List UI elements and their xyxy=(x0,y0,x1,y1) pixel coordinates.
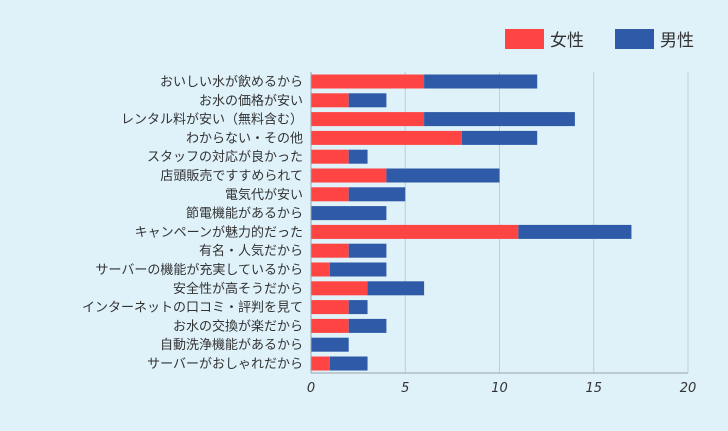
bar-segment-male xyxy=(311,337,349,352)
bar-segment-male xyxy=(518,224,632,239)
category-label: お水の交換が楽だから xyxy=(173,318,303,334)
legend-swatch xyxy=(505,29,544,49)
category-label: サーバーがおしゃれだから xyxy=(147,357,303,372)
bar-segment-female xyxy=(311,130,462,145)
bar-segment-female xyxy=(311,224,519,239)
category-label: お水の価格が安い xyxy=(199,93,303,109)
category-label: 節電機能があるから xyxy=(186,207,303,222)
x-tick-label: 0 xyxy=(307,381,315,396)
category-label: 電気代が安い xyxy=(225,187,303,203)
axes xyxy=(310,72,688,374)
bar-segment-male xyxy=(461,130,538,145)
bar-segment-male xyxy=(311,206,387,221)
bar-segment-male xyxy=(348,149,368,164)
bar-segment-female xyxy=(311,168,387,183)
category-label: 店頭販売ですすめられて xyxy=(160,168,303,184)
x-tick-label: 15 xyxy=(585,381,602,396)
bar-segment-male xyxy=(367,281,425,296)
bars xyxy=(311,74,632,371)
category-label: インターネットの口コミ・評判を見て xyxy=(82,301,303,316)
legend: 女性 男性 xyxy=(505,29,694,51)
category-label: 自動洗浄機能があるから xyxy=(160,338,303,353)
bar-segment-male xyxy=(386,168,500,183)
bar-segment-male xyxy=(424,112,575,127)
bar-segment-female xyxy=(311,93,349,108)
bar-segment-female xyxy=(311,262,330,277)
legend-label: 女性 xyxy=(550,31,584,51)
category-label: レンタル料が安い（無料含む） xyxy=(121,112,303,128)
x-tick-label: 5 xyxy=(401,381,409,396)
bar-segment-male xyxy=(348,243,387,258)
x-tick-labels: 0 5 10 15 20 xyxy=(307,381,696,396)
category-label: おいしい水が飲めるから xyxy=(160,74,303,90)
bar-segment-male xyxy=(348,300,368,315)
bar-segment-male xyxy=(348,318,387,333)
category-label: サーバーの機能が充実しているから xyxy=(96,262,303,278)
bar-segment-female xyxy=(311,74,425,89)
category-label: キャンペーンが魅力的だった xyxy=(135,224,303,240)
bar-segment-male xyxy=(329,356,368,371)
bar-segment-female xyxy=(311,300,349,315)
category-label: スタッフの対応が良かった xyxy=(147,149,303,165)
x-tick-label: 20 xyxy=(680,381,697,396)
legend-label: 男性 xyxy=(660,31,694,51)
bar-segment-female xyxy=(311,112,425,127)
category-label: 有名・人気だから xyxy=(199,243,303,259)
bar-segment-male xyxy=(348,93,387,108)
bar-segment-female xyxy=(311,318,349,333)
bar-segment-female xyxy=(311,149,349,164)
bar-segment-female xyxy=(311,243,349,258)
category-label: わからない・その他 xyxy=(186,131,303,146)
bar-segment-female xyxy=(311,187,349,202)
bar-segment-male xyxy=(348,187,406,202)
bar-segment-male xyxy=(424,74,538,89)
legend-swatch xyxy=(615,29,654,49)
x-tick-label: 10 xyxy=(491,381,508,396)
bar-segment-female xyxy=(311,281,368,296)
bar-segment-female xyxy=(311,356,330,371)
category-label: 安全性が高そうだから xyxy=(173,281,303,297)
bar-segment-male xyxy=(329,262,387,277)
